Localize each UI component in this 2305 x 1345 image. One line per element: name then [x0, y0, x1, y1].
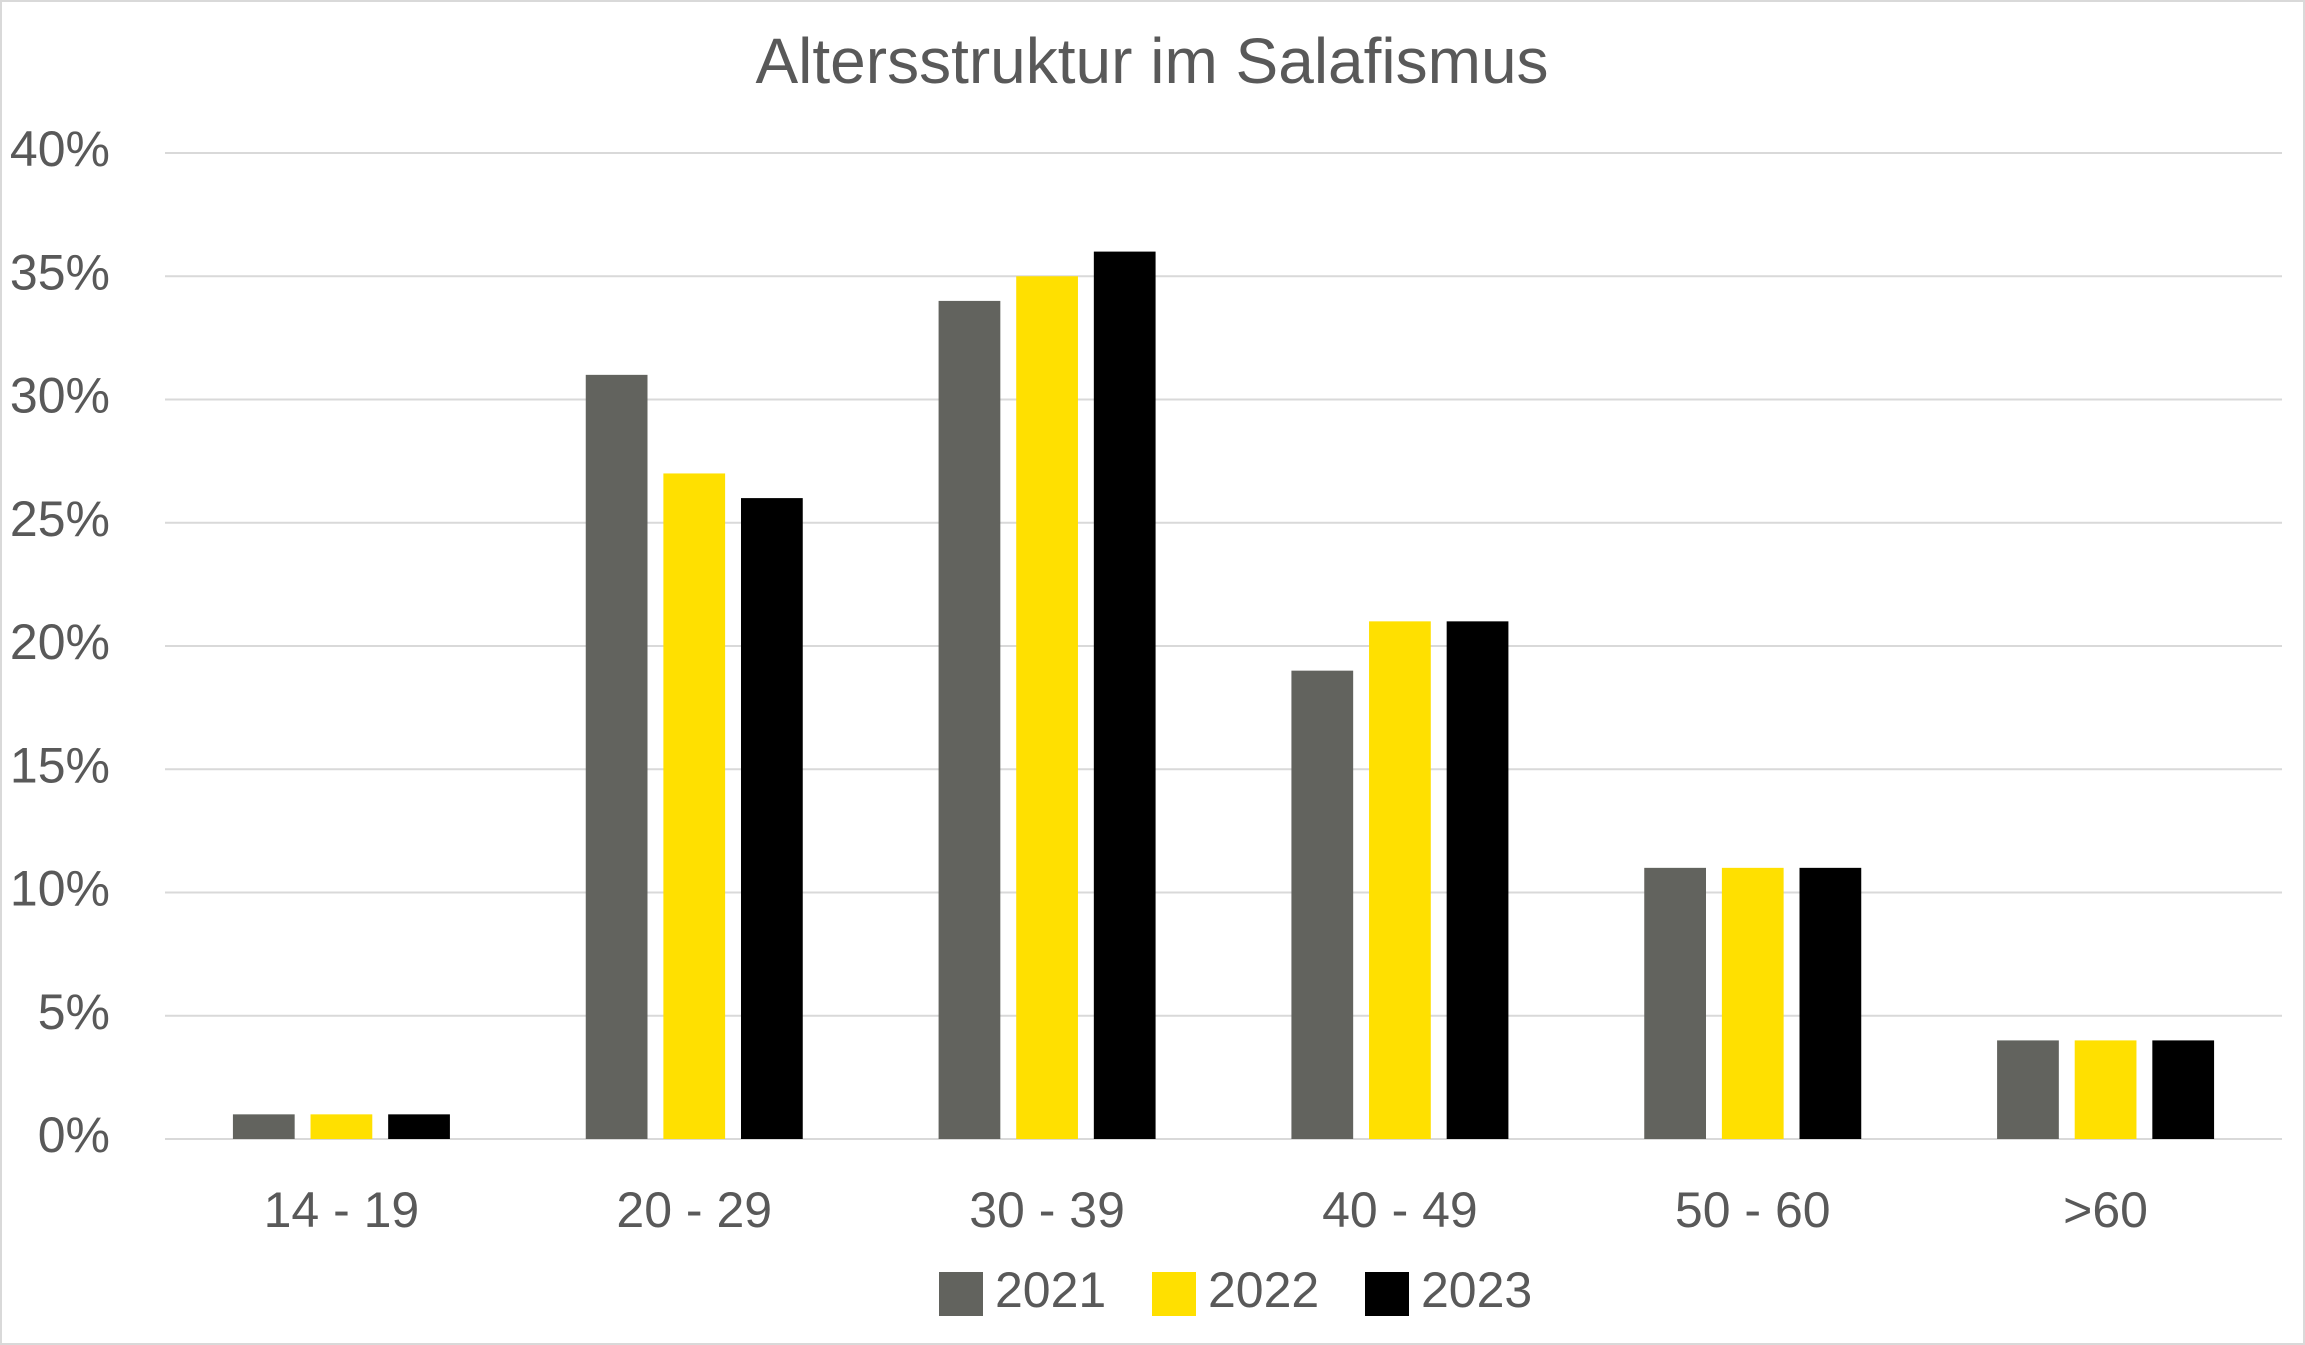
- bar: [1997, 1040, 2059, 1139]
- bar: [1369, 621, 1431, 1139]
- y-tick-label: 30%: [10, 368, 110, 424]
- x-tick-label: 30 - 39: [969, 1182, 1125, 1238]
- bar: [310, 1114, 373, 1139]
- bar: [1644, 867, 1706, 1139]
- legend-label: 2021: [995, 1262, 1106, 1318]
- y-tick-label: 25%: [10, 491, 110, 547]
- bar: [1093, 251, 1156, 1140]
- x-tick-label: 40 - 49: [1322, 1182, 1478, 1238]
- bar: [585, 374, 648, 1140]
- legend-label: 2023: [1421, 1262, 1532, 1318]
- bar: [1446, 621, 1509, 1139]
- bar: [1799, 867, 1862, 1139]
- legend-swatch: [1365, 1272, 1409, 1316]
- y-tick-label: 5%: [38, 984, 110, 1040]
- x-tick-label: >60: [2063, 1182, 2148, 1238]
- y-tick-label: 10%: [10, 861, 110, 917]
- chart-title: Altersstruktur im Salafismus: [755, 25, 1548, 97]
- bar: [388, 1114, 450, 1139]
- legend-label: 2022: [1208, 1262, 1319, 1318]
- legend-swatch: [939, 1272, 983, 1316]
- y-tick-label: 15%: [10, 737, 110, 793]
- legend-swatch: [1152, 1272, 1196, 1316]
- bar: [1721, 867, 1784, 1139]
- y-tick-label: 20%: [10, 614, 110, 670]
- x-tick-label: 20 - 29: [616, 1182, 772, 1238]
- y-tick-label: 0%: [38, 1107, 110, 1163]
- bar: [938, 300, 1001, 1139]
- bar: [2074, 1040, 2137, 1139]
- bar: [1291, 670, 1354, 1139]
- bar: [1016, 276, 1078, 1139]
- bar: [232, 1114, 295, 1139]
- x-tick-label: 50 - 60: [1675, 1182, 1831, 1238]
- bar: [663, 473, 726, 1139]
- bar: [741, 498, 803, 1140]
- y-tick-label: 40%: [10, 121, 110, 177]
- bar: [2152, 1040, 2215, 1139]
- x-tick-label: 14 - 19: [264, 1182, 420, 1238]
- y-tick-label: 35%: [10, 244, 110, 300]
